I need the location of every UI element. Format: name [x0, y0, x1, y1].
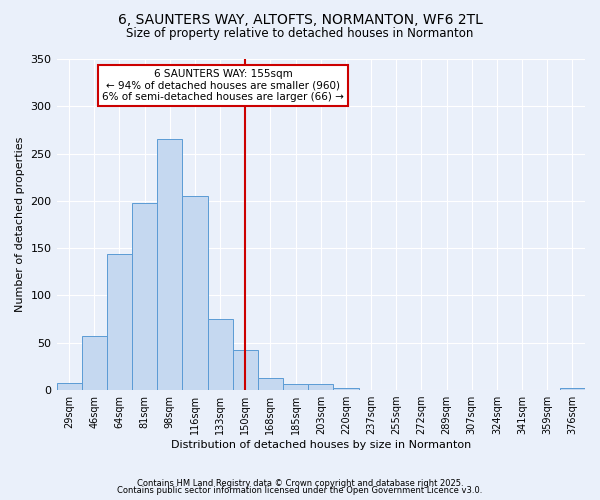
Y-axis label: Number of detached properties: Number of detached properties [15, 137, 25, 312]
Text: Contains HM Land Registry data © Crown copyright and database right 2025.: Contains HM Land Registry data © Crown c… [137, 478, 463, 488]
Text: 6 SAUNTERS WAY: 155sqm
← 94% of detached houses are smaller (960)
6% of semi-det: 6 SAUNTERS WAY: 155sqm ← 94% of detached… [102, 69, 344, 102]
Text: Contains public sector information licensed under the Open Government Licence v3: Contains public sector information licen… [118, 486, 482, 495]
Text: 6, SAUNTERS WAY, ALTOFTS, NORMANTON, WF6 2TL: 6, SAUNTERS WAY, ALTOFTS, NORMANTON, WF6… [118, 12, 482, 26]
Bar [157, 140, 182, 390]
Bar [182, 196, 208, 390]
Bar [82, 336, 107, 390]
Bar [334, 388, 359, 390]
Bar [283, 384, 308, 390]
Bar [208, 319, 233, 390]
Bar [308, 384, 334, 390]
Bar [107, 254, 132, 390]
Bar [56, 382, 82, 390]
Bar [258, 378, 283, 390]
Bar [233, 350, 258, 390]
Bar [560, 388, 585, 390]
X-axis label: Distribution of detached houses by size in Normanton: Distribution of detached houses by size … [170, 440, 471, 450]
Bar [132, 203, 157, 390]
Text: Size of property relative to detached houses in Normanton: Size of property relative to detached ho… [127, 28, 473, 40]
